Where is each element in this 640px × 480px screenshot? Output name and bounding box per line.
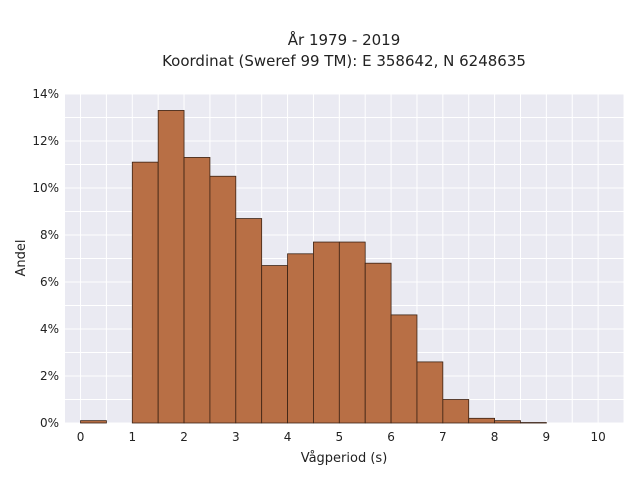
x-tick-label: 1 [128,430,136,444]
histogram-bar [338,241,366,424]
histogram-bar [287,253,314,424]
y-tick-label: 0% [40,416,59,430]
tick-labels: 0 1 2 3 4 5 6 7 8 9 10 0% 2% 4% 6% 8% 10% 12% 14% [32,87,605,444]
chart-subtitle: Koordinat (Sweref 99 TM): E 358642, N 62… [162,52,526,70]
histogram-bar [261,265,288,424]
histogram-bar [468,417,496,424]
histogram-bar [183,157,211,424]
chart-title: År 1979 - 2019 [288,30,401,49]
x-tick-label: 0 [77,430,85,444]
y-tick-label: 12% [32,134,59,148]
y-axis-label: Andel [14,240,29,277]
histogram-bar [80,420,107,424]
histogram-bar [157,110,185,424]
histogram-bar [131,161,159,424]
x-tick-label: 3 [232,430,240,444]
x-tick-label: 2 [180,430,188,444]
x-axis-label: Vågperiod (s) [301,451,388,466]
y-tick-label: 14% [32,87,59,101]
x-tick-label: 5 [336,430,344,444]
histogram-bar [494,420,521,424]
x-tick-label: 4 [284,430,292,444]
histogram-bar [235,218,263,424]
x-tick-label: 6 [387,430,395,444]
histogram-bar [520,422,547,424]
histogram-bar [313,241,340,424]
y-tick-label: 8% [40,228,59,242]
x-tick-label: 9 [543,430,551,444]
histogram-bar [390,314,418,424]
histogram-bar [364,262,392,424]
x-tick-label: 7 [439,430,447,444]
histogram-bar [416,361,444,424]
y-tick-label: 4% [40,322,59,336]
y-tick-label: 2% [40,369,59,383]
histogram-bar [442,399,470,424]
bars [80,110,547,424]
y-tick-label: 6% [40,275,59,289]
x-tick-label: 8 [491,430,499,444]
x-tick-label: 10 [590,430,605,444]
y-tick-label: 10% [32,181,59,195]
histogram-bar [209,175,237,424]
